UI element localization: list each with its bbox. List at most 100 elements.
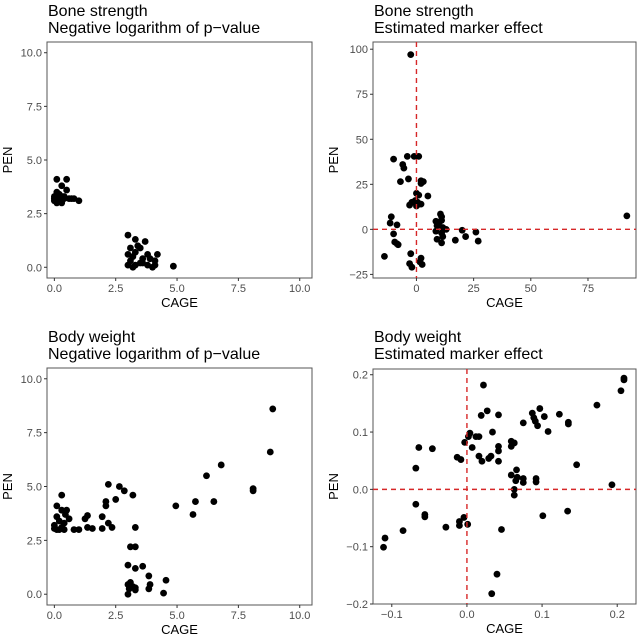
data-point: [63, 175, 71, 183]
data-point: [428, 445, 436, 453]
data-point: [510, 491, 518, 499]
data-point: [203, 472, 210, 480]
data-point: [510, 485, 518, 493]
x-tick-label: 0.0: [47, 283, 62, 295]
data-point: [399, 527, 407, 535]
data-point: [433, 222, 441, 230]
y-tick-label: 7.5: [27, 101, 42, 113]
data-point: [555, 410, 563, 418]
data-point: [495, 457, 502, 465]
y-tick-label: 5.0: [27, 155, 42, 167]
data-point: [125, 585, 133, 593]
x-tick-label: 7.5: [231, 610, 246, 622]
data-point: [416, 258, 424, 266]
plot-frame: [372, 41, 637, 279]
x-tick-label: 10.0: [289, 610, 310, 622]
data-point: [131, 543, 139, 551]
y-axis-label: PEN: [326, 473, 341, 500]
data-point: [405, 175, 412, 183]
data-point: [564, 420, 572, 428]
y-tick-label: 0.1: [353, 427, 368, 439]
data-point: [507, 442, 515, 450]
data-point: [108, 524, 116, 531]
y-axis-label: PEN: [0, 147, 15, 174]
x-axis-label: CAGE: [486, 295, 523, 310]
data-point: [472, 433, 480, 441]
x-tick-label: 25: [468, 283, 480, 295]
data-point: [192, 498, 199, 505]
data-point: [141, 238, 149, 245]
data-point: [102, 502, 110, 510]
data-point: [269, 405, 277, 413]
x-tick-label: 10.0: [289, 283, 310, 295]
y-tick-label: 7.5: [27, 428, 42, 440]
data-point: [451, 236, 459, 244]
data-point: [65, 515, 73, 523]
data-point: [127, 543, 134, 551]
data-point: [623, 212, 631, 220]
data-point: [493, 570, 501, 578]
y-tick-label: −25: [349, 269, 368, 281]
data-point: [104, 480, 112, 488]
data-point: [507, 471, 515, 479]
data-point: [412, 500, 420, 508]
x-tick-label: 75: [582, 283, 594, 295]
data-point: [131, 524, 139, 531]
x-axis-label: CAGE: [486, 621, 523, 636]
data-point: [390, 155, 397, 163]
data-point: [406, 201, 413, 209]
panel-title: Bone strength: [374, 3, 474, 20]
data-point: [495, 411, 502, 419]
y-tick-label: 100: [350, 44, 368, 56]
y-tick-label: 0: [362, 224, 368, 236]
data-point: [536, 405, 544, 412]
data-point: [115, 483, 123, 490]
panel-title: Body weight: [374, 329, 462, 346]
data-point: [390, 230, 397, 238]
data-point: [124, 231, 132, 239]
x-tick-label: 5.0: [169, 610, 184, 622]
data-point: [162, 576, 170, 584]
data-point: [462, 233, 470, 240]
data-point: [458, 226, 466, 234]
y-axis-label: PEN: [0, 473, 15, 500]
data-point: [472, 228, 480, 236]
panel-title: Body weight: [48, 329, 136, 346]
data-point: [58, 182, 66, 190]
data-point: [70, 526, 78, 533]
data-point: [53, 502, 61, 510]
data-point: [485, 455, 493, 462]
data-point: [617, 387, 625, 395]
data-point: [544, 428, 552, 435]
data-point: [387, 213, 395, 221]
data-point: [120, 487, 128, 495]
x-tick-label: 50: [525, 283, 537, 295]
data-point: [124, 561, 132, 569]
x-tick-label: 7.5: [231, 283, 246, 295]
data-point: [439, 233, 447, 240]
data-point: [573, 461, 581, 469]
y-axis-label: PEN: [326, 147, 341, 174]
data-point: [53, 193, 61, 200]
y-tick-label: −0.1: [346, 542, 368, 554]
data-point: [488, 590, 496, 598]
data-point: [58, 491, 66, 499]
data-point: [129, 491, 137, 499]
data-point: [145, 572, 153, 580]
data-point: [149, 263, 156, 271]
data-point: [475, 452, 483, 460]
y-tick-label: 0.2: [353, 370, 368, 382]
data-point: [131, 235, 139, 243]
data-point: [513, 473, 521, 481]
data-point: [381, 534, 389, 542]
y-tick-label: −0.2: [346, 599, 368, 611]
data-point: [408, 263, 416, 271]
data-point: [483, 407, 491, 415]
data-point: [154, 251, 161, 258]
data-point: [433, 235, 441, 243]
y-tick-label: 50: [356, 134, 368, 146]
data-point: [75, 526, 83, 533]
